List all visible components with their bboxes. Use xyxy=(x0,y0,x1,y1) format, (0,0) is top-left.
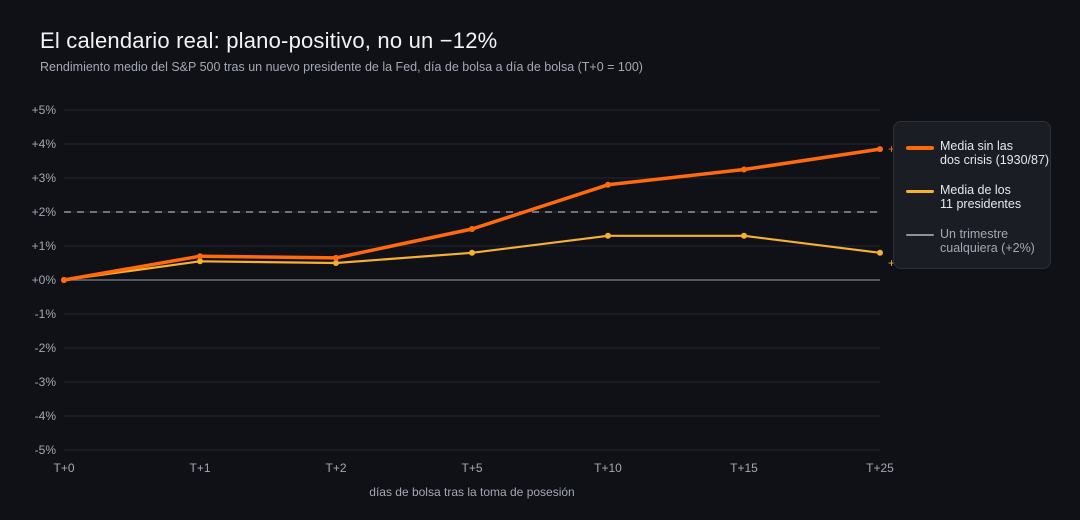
chart-subtitle: Rendimiento medio del S&P 500 tras un nu… xyxy=(40,60,643,74)
series-11-presidentes-end-label: + xyxy=(888,256,895,270)
series-sin-crisis-line xyxy=(62,147,882,282)
x-tick-label: T+10 xyxy=(594,461,622,475)
series-sin-crisis-point xyxy=(605,181,611,188)
legend-label-line: Un trimestre xyxy=(940,227,1009,241)
series-11-presidentes-point xyxy=(741,232,747,239)
legend-label-trimestre: Un trimestre cualquiera (+2%) xyxy=(940,227,1058,255)
y-tick-label: +2% xyxy=(32,205,57,219)
y-tick-label: -5% xyxy=(35,443,57,457)
x-tick-label: T+1 xyxy=(189,461,210,475)
y-tick-label: +1% xyxy=(32,239,57,253)
y-tick-label: +3% xyxy=(32,171,57,185)
y-tick-label: +4% xyxy=(32,137,57,151)
y-tick-label: +0% xyxy=(32,273,57,287)
series-sin-crisis-point xyxy=(197,253,203,260)
x-tick-label: T+15 xyxy=(730,461,758,475)
y-tick-label: -3% xyxy=(35,375,57,389)
legend-swatch-11-presidentes xyxy=(906,190,934,193)
series-11-presidentes-point xyxy=(197,258,203,265)
series-11-presidentes-point xyxy=(605,232,611,239)
legend-label-sin-crisis: Media sin las dos crisis (1930/87) xyxy=(940,139,1058,167)
legend-label-line: cualquiera (+2%) xyxy=(940,241,1035,255)
series-sin-crisis-point xyxy=(333,254,339,261)
y-tick-label: -1% xyxy=(35,307,57,321)
series-sin-crisis-point xyxy=(877,146,883,153)
x-tick-label: T+25 xyxy=(866,461,894,475)
x-tick-label: T+5 xyxy=(461,461,482,475)
x-axis-label: días de bolsa tras la toma de posesión xyxy=(369,485,574,499)
series-sin-crisis-point xyxy=(469,226,475,232)
legend-label-line: Media de los xyxy=(940,183,1011,197)
legend-label-line: dos crisis (1930/87) xyxy=(940,153,1050,167)
y-tick-label: -2% xyxy=(35,341,57,355)
chart-legend: Media sin las dos crisis (1930/87) Media… xyxy=(893,121,1051,269)
series-sin-crisis-point xyxy=(61,277,67,283)
legend-label-line: 11 presidentes xyxy=(940,197,1022,211)
chart-title: El calendario real: plano-positivo, no u… xyxy=(40,28,498,53)
y-tick-label: +5% xyxy=(32,103,57,117)
series-sin-crisis-end-label: + xyxy=(888,142,895,156)
series-11-presidentes-point xyxy=(333,260,339,266)
series-11-presidentes-point xyxy=(469,249,475,256)
x-tick-label: T+2 xyxy=(325,461,346,475)
legend-label-11-presidentes: Media de los 11 presidentes xyxy=(940,183,1058,211)
legend-label-line: Media sin las xyxy=(940,139,1013,153)
series-sin-crisis-point xyxy=(741,166,747,173)
y-tick-label: -4% xyxy=(35,409,57,423)
legend-swatch-sin-crisis xyxy=(906,146,934,150)
legend-swatch-trimestre xyxy=(906,234,934,236)
x-tick-label: T+0 xyxy=(53,461,74,475)
series-11-presidentes-point xyxy=(877,249,883,256)
